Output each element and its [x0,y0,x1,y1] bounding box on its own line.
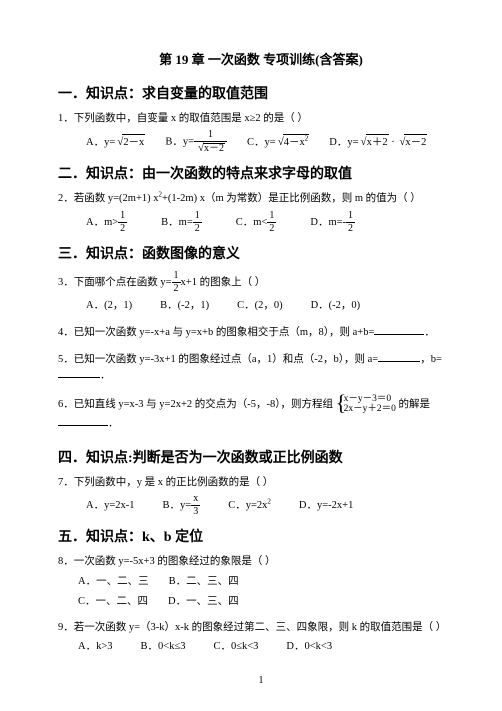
q3-d: D．(-2，0) [311,298,361,314]
q7-b: B．y=x3 [163,494,201,517]
page-number: 1 [58,673,464,688]
q2-text: 2．若函数 y=(2m+1) x2+(1-2m) x（m 为常数）是正比例函数，… [58,191,464,207]
q9-d: D．0<k<3 [286,639,332,655]
q2-b: B．m=12 [161,211,202,234]
q8-d: D．一、三、四 [168,594,239,610]
q2-a: A．m>12 [86,211,127,234]
q5-text: 5．已知一次函数 y=-3x+1 的图象经过点（a，1）和点（-2，b），则 a… [58,351,464,385]
q3-b: B．(-2，1) [160,298,209,314]
q3-a: A．(2，1) [86,298,132,314]
q2-c: C．m<12 [236,211,277,234]
section-4-head: 四．知识点:判断是否为一次函数或正比例函数 [58,448,464,469]
q3-text: 3．下面哪个点在函数 y=12x+1 的图象上（ ） [58,271,464,294]
q1-c: C．y=4－x2 [247,134,309,151]
q9-options: A．k>3 B．0<k≤3 C．0≤k<3 D．0<k<3 [78,639,464,655]
q9-text: 9．若一次函数 y=（3-k）x-k 的图象经过第二、三、四象限，则 k 的取值… [58,620,464,636]
equation-system: x－y－3＝0 2x－y＋2＝0 [336,394,396,415]
q1-d: D．y=x＋2 · x－2 [329,134,427,151]
q6-text: 6．已知直线 y=x-3 与 y=2x+2 的交点为（-5，-8），则方程组 x… [58,394,464,432]
q1-a: A．y=2－x [86,134,145,151]
q4-text: 4．已知一次函数 y=-x+a 与 y=x+b 的图象相交于点（m，8），则 a… [58,324,464,341]
q2-d: D．m=-12 [310,211,355,234]
section-1-head: 一．知识点：求自变量的取值范围 [58,84,464,105]
q1-options: A．y=2－x B．y=1x－2 C．y=4－x2 D．y=x＋2 · x－2 [86,130,464,154]
q8-c: C．一、二、四 [78,594,148,610]
q8-options-2: C．一、二、四 D．一、三、四 [78,594,464,610]
section-3-head: 三．知识点：函数图像的意义 [58,244,464,265]
q7-text: 7．下列函数中，y 是 x 的正比例函数的是（ ） [58,475,464,491]
q1-b: B．y=1x－2 [165,130,227,154]
section-5-head: 五．知识点：k、b 定位 [58,527,464,548]
q3-c: C．(2，0) [237,298,283,314]
q7-c: C．y=2x2 [228,498,271,514]
q7-a: A．y=2x-1 [86,498,135,514]
page-title: 第 19 章 一次函数 专项训练(含答案) [58,50,464,70]
q7-options: A．y=2x-1 B．y=x3 C．y=2x2 D．y=-2x+1 [86,494,464,517]
q7-d: D．y=-2x+1 [299,498,353,514]
q9-a: A．k>3 [78,639,113,655]
q8-a: A．一、二、三 [78,574,149,590]
q8-b: B．二、三、四 [169,574,239,590]
q8-options: A．一、二、三 B．二、三、四 [78,574,464,590]
q9-b: B．0<k≤3 [141,639,186,655]
section-2-head: 二．知识点：由一次函数的特点来求字母的取值 [58,164,464,185]
q2-options: A．m>12 B．m=12 C．m<12 D．m=-12 [86,211,464,234]
q8-text: 8．一次函数 y=-5x+3 的图象经过的象限是（ ） [58,554,464,570]
q1-text: 1．下列函数中，自变量 x 的取值范围是 x≥2 的是（ ） [58,111,464,127]
q3-options: A．(2，1) B．(-2，1) C．(2，0) D．(-2，0) [86,298,464,314]
q9-c: C．0≤k<3 [213,639,258,655]
